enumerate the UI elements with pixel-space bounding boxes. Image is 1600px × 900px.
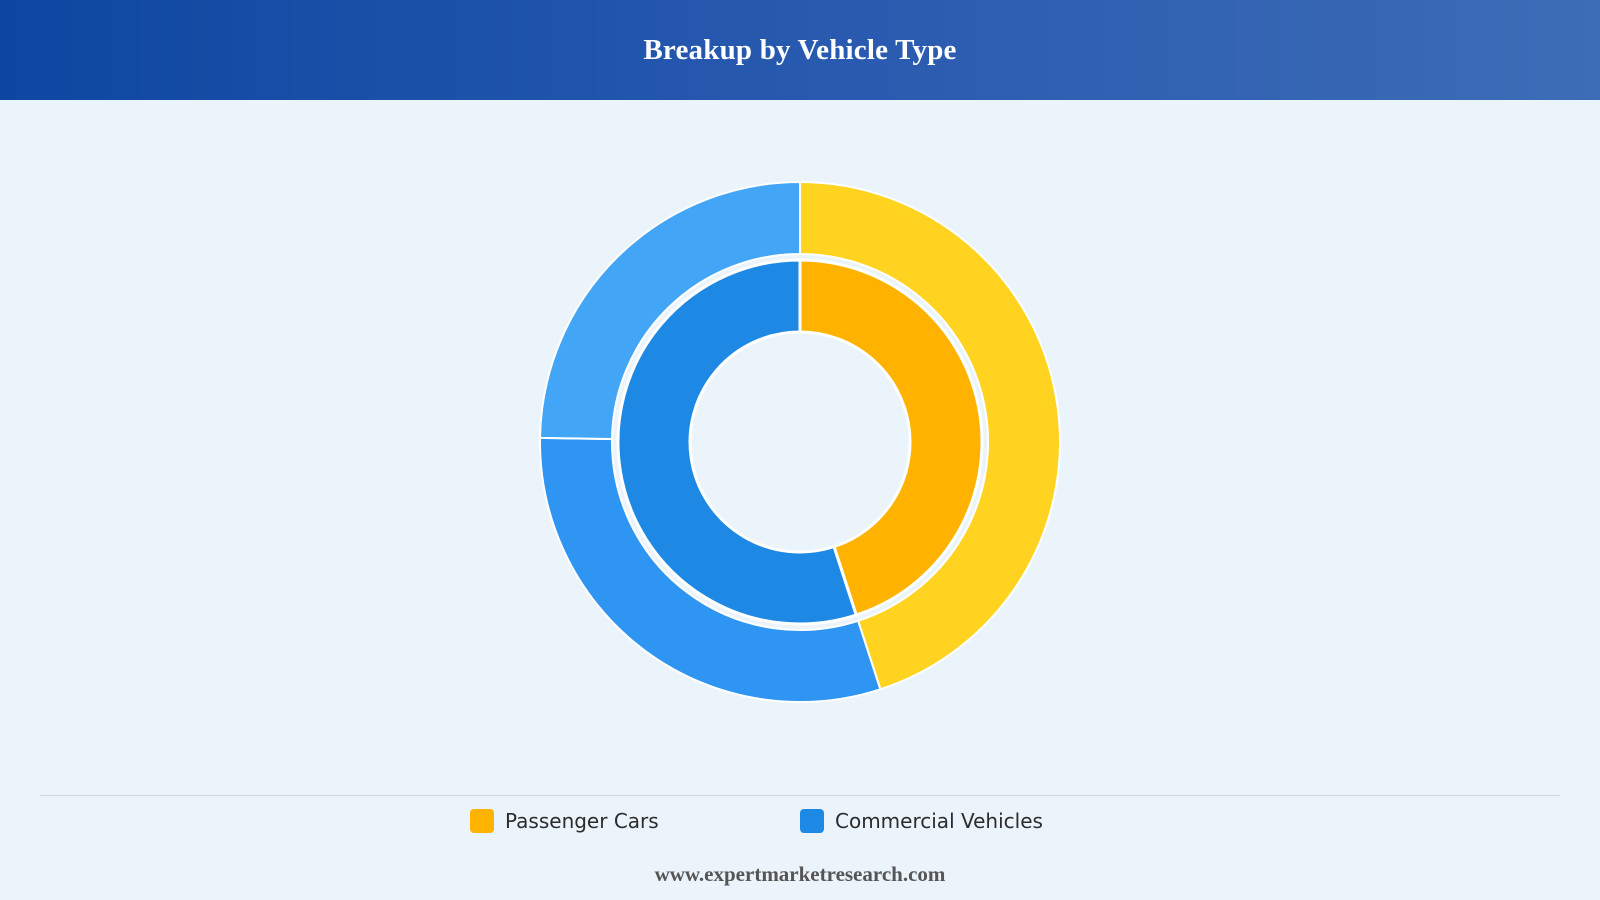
- inner-slice-commercial-vehicles[interactable]: [616, 258, 859, 626]
- legend-item-passenger-cars[interactable]: Passenger Cars: [470, 805, 659, 837]
- inner-slice-passenger-cars[interactable]: [798, 258, 984, 617]
- legend-label-passenger-cars: Passenger Cars: [505, 809, 659, 833]
- legend-swatch-commercial-vehicles: [800, 809, 824, 833]
- inner-ring: [616, 258, 984, 626]
- footer-url: www.expertmarketresearch.com: [654, 862, 946, 886]
- outer-ring: [539, 180, 1061, 703]
- legend-label-commercial-vehicles: Commercial Vehicles: [835, 809, 1043, 833]
- donut-chart: [539, 180, 1061, 703]
- legend-item-commercial-vehicles[interactable]: Commercial Vehicles: [800, 805, 1043, 837]
- chart-title: Breakup by Vehicle Type: [643, 33, 957, 66]
- outer-slice-commercial-vehicles-lower[interactable]: [539, 436, 882, 703]
- outer-slice-commercial-vehicles-upper[interactable]: [539, 180, 801, 441]
- outer-slice-passenger-cars[interactable]: [799, 180, 1061, 691]
- legend: Passenger Cars Commercial Vehicles: [0, 805, 1600, 837]
- legend-divider: [40, 795, 1560, 796]
- legend-swatch-passenger-cars: [470, 809, 494, 833]
- header-bar: Breakup by Vehicle Type: [0, 0, 1600, 100]
